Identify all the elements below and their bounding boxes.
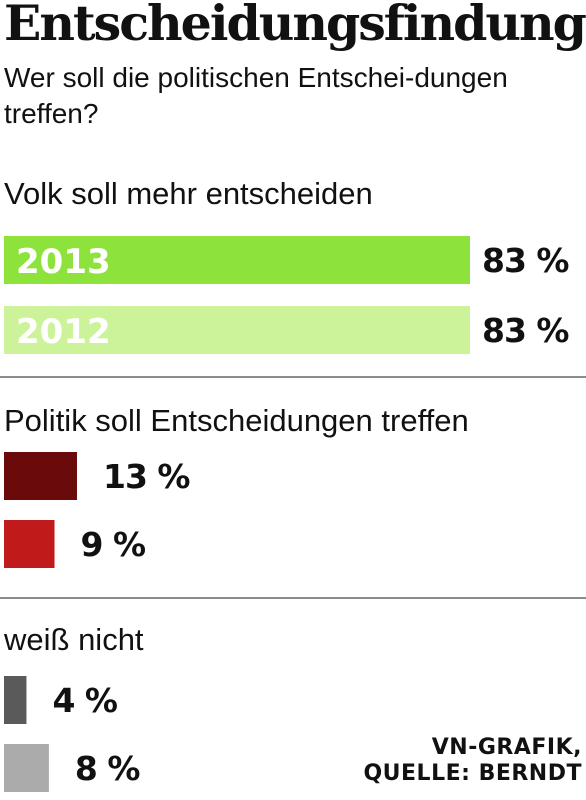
chart-title: Entscheidungsfindung	[4, 0, 586, 52]
bar-g1-2013	[4, 452, 77, 500]
value-label-g1-2012: 9 %	[81, 525, 146, 564]
value-label-g2-2012: 8 %	[75, 749, 140, 788]
divider-2	[0, 597, 586, 599]
value-label-g0-2012: 83 %	[482, 311, 569, 350]
category-label-2013: 2013	[16, 242, 111, 282]
value-label-g1-2013: 13 %	[103, 457, 190, 496]
bar-g2-2013	[4, 676, 27, 724]
bar-g0-2012	[4, 306, 470, 354]
chart-subtitle: Wer soll die politischen Entschei-dungen…	[4, 62, 508, 129]
category-label-2012: 2012	[16, 312, 111, 352]
source-credit: VN-GRAFIK, QUELLE: BERNDT	[363, 735, 582, 788]
bar-g1-2012	[4, 520, 55, 568]
bar-g0-2013	[4, 236, 470, 284]
divider-1	[0, 376, 586, 378]
value-label-g0-2013: 83 %	[482, 241, 569, 280]
group-label-politik: Politik soll Entscheidungen treffen	[4, 403, 469, 438]
source-line-1: VN-GRAFIK,	[431, 735, 582, 760]
value-label-g2-2013: 4 %	[52, 681, 117, 720]
group-label-volk: Volk soll mehr entscheiden	[4, 176, 373, 211]
bar-g2-2012	[4, 744, 49, 792]
group-label-weiss-nicht: weiß nicht	[4, 622, 144, 657]
source-line-2: QUELLE: BERNDT	[363, 761, 582, 787]
